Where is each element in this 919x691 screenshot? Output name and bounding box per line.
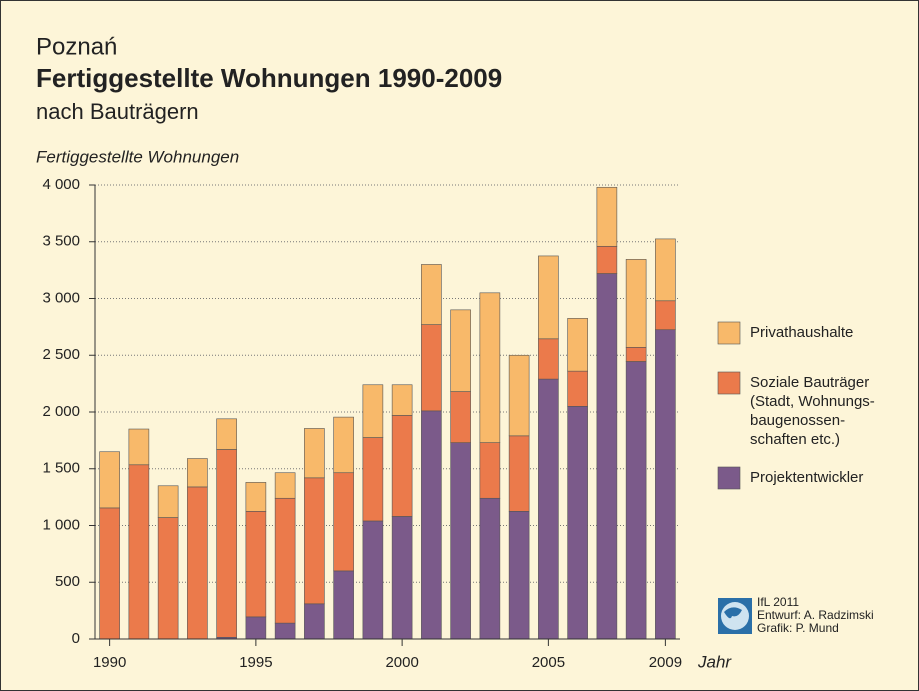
bar-segment bbox=[567, 406, 588, 640]
legend-swatch bbox=[717, 371, 741, 395]
bar-segment bbox=[450, 391, 471, 443]
bar-segment bbox=[157, 517, 179, 640]
bar-segment bbox=[304, 477, 325, 605]
bar-segment bbox=[508, 435, 530, 512]
bar-segment bbox=[538, 338, 559, 380]
y-tick-label: 4 000 bbox=[42, 176, 80, 193]
bar-segment bbox=[508, 354, 530, 437]
bar-segment bbox=[538, 378, 559, 640]
y-tick-label: 1 000 bbox=[42, 516, 80, 533]
legend-swatch bbox=[717, 321, 741, 345]
bar-segment bbox=[99, 451, 120, 509]
credit: Entwurf: A. Radzimski bbox=[757, 608, 874, 622]
legend-label: Soziale Bauträger bbox=[750, 374, 869, 391]
bar-segment bbox=[245, 616, 267, 640]
bar-segment bbox=[625, 361, 647, 640]
bar-segment bbox=[538, 255, 559, 340]
bar-segment bbox=[625, 259, 647, 348]
x-tick-label: 2000 bbox=[385, 654, 418, 671]
legend-label: baugenossen- bbox=[750, 412, 845, 429]
bar-segment bbox=[625, 347, 647, 362]
bar-segment bbox=[304, 603, 325, 640]
bar-segment bbox=[157, 485, 179, 518]
y-tick-label: 0 bbox=[72, 630, 80, 647]
bar-segment bbox=[128, 428, 150, 466]
bar-segment bbox=[274, 472, 296, 499]
legend-swatch bbox=[717, 466, 741, 490]
y-axis-label: Fertiggestellte Wohnungen bbox=[36, 147, 239, 166]
bar-segment bbox=[99, 507, 120, 640]
bar-segment bbox=[596, 245, 618, 274]
bar-segment bbox=[421, 264, 442, 325]
bar-segment bbox=[187, 458, 208, 488]
credit: Grafik: P. Mund bbox=[757, 621, 839, 635]
bar-segment bbox=[274, 622, 296, 640]
x-tick-label: 2005 bbox=[532, 654, 565, 671]
y-tick-label: 3 500 bbox=[42, 233, 80, 250]
bar-segment bbox=[216, 418, 237, 450]
bar-segment bbox=[362, 384, 384, 438]
legend-label: schaften etc.) bbox=[750, 431, 840, 448]
chart-supertitle: Poznań bbox=[36, 33, 117, 60]
bar-segment bbox=[391, 415, 413, 517]
bar-segment bbox=[333, 472, 354, 572]
x-tick-label: 2009 bbox=[649, 654, 682, 671]
bar-segment bbox=[567, 370, 588, 407]
y-tick-label: 500 bbox=[55, 573, 80, 590]
bar-segment bbox=[362, 520, 384, 640]
x-axis-label: Jahr bbox=[697, 652, 732, 671]
bar-segment bbox=[362, 437, 384, 522]
logo bbox=[718, 598, 752, 634]
bar-segment bbox=[187, 486, 208, 640]
bar-segment bbox=[245, 482, 267, 512]
y-tick-label: 2 500 bbox=[42, 346, 80, 363]
bar-segment bbox=[479, 292, 501, 443]
legend-label: Projektentwickler bbox=[750, 469, 863, 486]
bar-segment bbox=[245, 511, 267, 618]
legend-label: Privathaushalte bbox=[750, 324, 853, 341]
chart-subtitle: nach Bauträgern bbox=[36, 99, 199, 124]
bar-segment bbox=[596, 186, 618, 247]
bar-segment bbox=[391, 516, 413, 640]
x-tick-label: 1995 bbox=[239, 654, 272, 671]
bar-segment bbox=[479, 442, 501, 499]
bar-segment bbox=[567, 318, 588, 372]
bar-segment bbox=[655, 238, 676, 302]
y-tick-label: 1 500 bbox=[42, 460, 80, 477]
bar-segment bbox=[274, 497, 296, 624]
bar-segment bbox=[450, 442, 471, 640]
bar-segment bbox=[596, 273, 618, 640]
bar-segment bbox=[655, 329, 676, 640]
bar-segment bbox=[391, 384, 413, 416]
y-tick-label: 2 000 bbox=[42, 403, 80, 420]
bar-segment bbox=[333, 570, 354, 640]
chart-title: Fertiggestellte Wohnungen 1990-2009 bbox=[36, 63, 502, 93]
bar-segment bbox=[450, 309, 471, 392]
bar-segment bbox=[304, 428, 325, 479]
bar-segment bbox=[216, 449, 237, 638]
legend-label: (Stadt, Wohnungs- bbox=[750, 393, 875, 410]
bar-segment bbox=[128, 464, 150, 640]
bar-segment bbox=[333, 416, 354, 474]
bar-segment bbox=[421, 324, 442, 412]
bar-segment bbox=[508, 511, 530, 640]
x-tick-label: 1990 bbox=[93, 654, 126, 671]
bar-segment bbox=[655, 300, 676, 331]
bar-segment bbox=[479, 497, 501, 640]
credit: IfL 2011 bbox=[757, 595, 799, 609]
bar-segment bbox=[421, 410, 442, 640]
y-tick-label: 3 000 bbox=[42, 289, 80, 306]
